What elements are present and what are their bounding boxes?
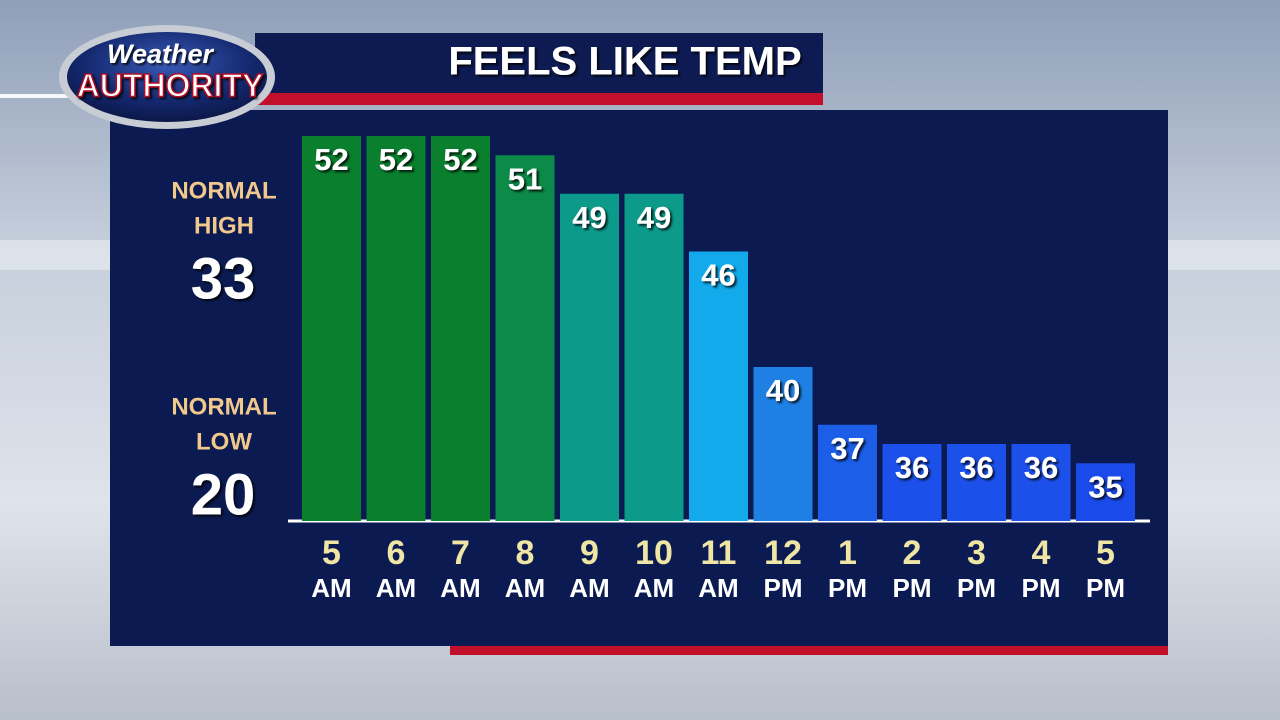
data-label: 52 — [379, 142, 413, 177]
logo — [67, 32, 267, 122]
logo-text: AUTHORITY — [77, 67, 264, 103]
normal-value: 33 — [191, 246, 256, 311]
normal-label: NORMAL — [171, 177, 276, 204]
x-tick-label: 3 — [967, 534, 986, 572]
x-tick-label: 8 — [516, 534, 535, 572]
x-tick-sublabel: PM — [1086, 573, 1125, 603]
x-tick-sublabel: AM — [569, 573, 609, 603]
data-label: 36 — [959, 450, 993, 485]
x-tick-sublabel: PM — [764, 573, 803, 603]
x-tick-label: 12 — [764, 534, 802, 572]
normal-label: NORMAL — [171, 393, 276, 420]
x-tick-sublabel: PM — [893, 573, 932, 603]
bar — [366, 136, 426, 521]
bar — [431, 136, 490, 521]
normal-value: 20 — [191, 462, 256, 527]
data-label: 37 — [830, 431, 864, 466]
data-label: 49 — [637, 200, 671, 235]
normal-label: HIGH — [194, 212, 254, 239]
data-label: 46 — [701, 258, 735, 293]
data-label: 52 — [443, 142, 477, 177]
x-tick-label: 5 — [322, 534, 341, 572]
data-label: 49 — [572, 200, 606, 235]
x-tick-label: 11 — [701, 534, 737, 572]
data-label: 35 — [1088, 469, 1122, 504]
bar — [495, 155, 555, 521]
bar — [882, 444, 942, 521]
bar — [947, 444, 1006, 521]
x-tick-sublabel: PM — [957, 573, 996, 603]
x-tick-sublabel: AM — [634, 573, 674, 603]
x-tick-sublabel: AM — [505, 573, 545, 603]
chart-title: FEELS LIKE TEMP — [448, 40, 801, 84]
x-tick-label: 1 — [838, 534, 857, 572]
data-label: 51 — [508, 161, 542, 196]
bars: 525AM526AM527AM518AM499AM4910AM4611AM401… — [302, 136, 1135, 603]
bar — [1076, 463, 1135, 521]
x-tick-label: 4 — [1032, 534, 1051, 572]
x-tick-label: 5 — [1096, 534, 1115, 572]
bar — [689, 251, 748, 521]
x-tick-label: 10 — [635, 534, 673, 572]
bar — [560, 193, 619, 521]
bar — [753, 367, 813, 521]
x-tick-label: 2 — [903, 534, 922, 572]
bar — [1011, 444, 1071, 521]
x-tick-sublabel: AM — [440, 573, 480, 603]
x-tick-sublabel: PM — [828, 573, 867, 603]
x-tick-sublabel: PM — [1022, 573, 1061, 603]
data-label: 52 — [314, 142, 348, 177]
x-tick-label: 9 — [580, 534, 599, 572]
accent-line — [0, 94, 80, 98]
logo-text: Weather — [107, 39, 215, 69]
bar — [624, 193, 684, 521]
normals: NORMAL HIGH 33 NORMAL LOW 20 — [171, 177, 276, 527]
normal-label: LOW — [196, 428, 252, 455]
x-tick-label: 7 — [451, 534, 470, 572]
bar — [818, 424, 877, 521]
title-bar — [255, 33, 823, 95]
panel-stripe — [450, 646, 1168, 655]
x-tick-sublabel: AM — [698, 573, 738, 603]
data-label: 40 — [766, 373, 800, 408]
bar — [302, 136, 361, 521]
title-stripe — [255, 93, 823, 105]
x-tick-sublabel: AM — [311, 573, 351, 603]
data-label: 36 — [895, 450, 929, 485]
data-label: 36 — [1024, 450, 1058, 485]
x-tick-sublabel: AM — [376, 573, 416, 603]
x-tick-label: 6 — [387, 534, 406, 572]
